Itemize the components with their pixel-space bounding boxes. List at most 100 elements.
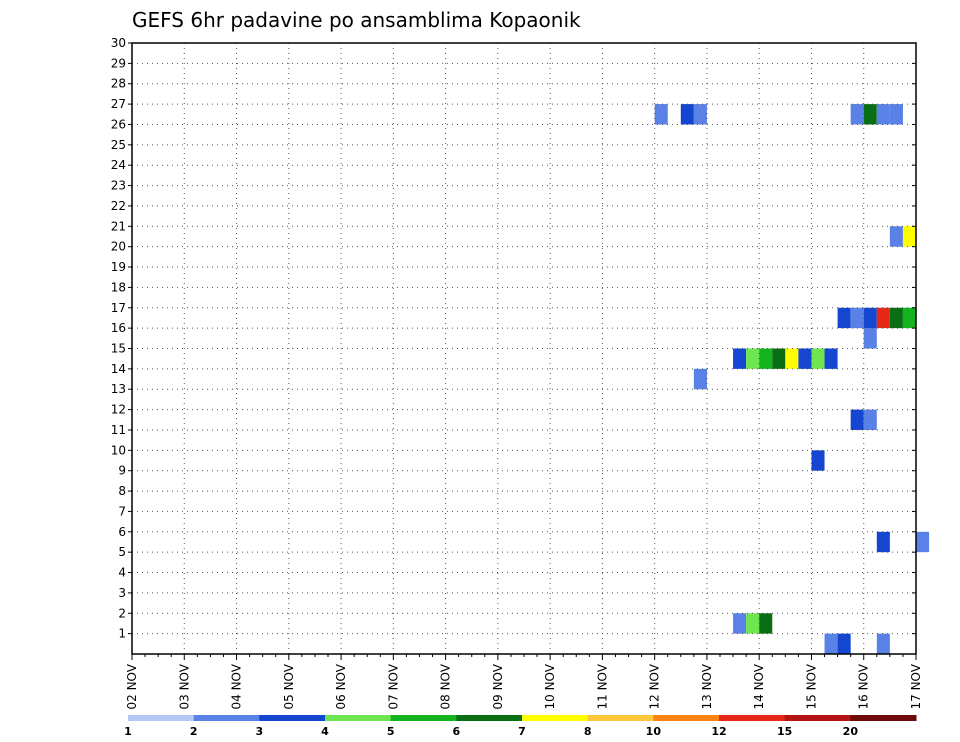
- y-tick-label: 30: [111, 36, 126, 50]
- y-tick-label: 24: [111, 158, 126, 172]
- x-axis: 02 NOV 03 NOV 04 NOV 05 NOV 06 NOV 07 NOV 08 N…: [125, 654, 923, 710]
- y-tick-label: 21: [111, 219, 126, 233]
- y-tick-label: 25: [111, 138, 126, 152]
- x-tick-label: 06 NOV: [334, 663, 348, 709]
- colorbar-label: 10: [646, 725, 662, 738]
- precip-cell: [902, 307, 916, 329]
- colorbar-label: 6: [453, 725, 461, 738]
- x-tick-label: 02 NOV: [125, 663, 139, 709]
- y-tick-label: 29: [111, 56, 126, 70]
- precip-cell: [680, 104, 694, 125]
- y-tick-label: 8: [118, 484, 126, 498]
- colorbar-label: 20: [843, 725, 859, 738]
- precip-cell: [733, 613, 747, 634]
- precip-cell: [876, 633, 890, 654]
- y-axis: 1234567891011121314151617181920212223242…: [111, 36, 916, 641]
- y-tick-label: 13: [111, 382, 126, 396]
- y-tick-label: 23: [111, 179, 126, 193]
- precip-cell: [811, 450, 825, 471]
- precip-cell: [772, 348, 786, 369]
- y-tick-label: 5: [118, 545, 126, 559]
- x-tick-label: 13 NOV: [700, 663, 714, 709]
- y-tick-label: 4: [118, 566, 126, 580]
- y-tick-label: 17: [111, 301, 126, 315]
- y-tick-label: 19: [111, 260, 126, 274]
- colorbar-label: 5: [387, 725, 395, 738]
- precip-cell: [654, 104, 668, 125]
- precip-cell: [876, 531, 890, 553]
- precip-cell: [693, 368, 707, 390]
- colorbar-swatch: [522, 715, 589, 721]
- precip-cell: [837, 307, 851, 329]
- precip-cell: [733, 348, 747, 369]
- chart-title: GEFS 6hr padavine po ansamblima Kopaonik: [132, 8, 581, 32]
- precip-cell: [824, 348, 838, 369]
- precip-cell: [850, 104, 864, 125]
- colorbar-swatch: [587, 715, 654, 721]
- colorbar-label: 12: [711, 725, 726, 738]
- precip-cell: [759, 613, 773, 634]
- colorbar-swatch: [850, 715, 917, 721]
- x-tick-label: 14 NOV: [752, 663, 766, 709]
- y-tick-label: 14: [111, 362, 126, 376]
- x-tick-label: 09 NOV: [491, 663, 505, 709]
- x-tick-label: 03 NOV: [177, 663, 191, 709]
- colorbar-label: 4: [321, 725, 329, 738]
- colorbar-label: 8: [584, 725, 592, 738]
- y-tick-label: 20: [111, 240, 126, 254]
- y-tick-label: 16: [111, 321, 126, 335]
- colorbar-swatch: [193, 715, 260, 721]
- colorbar-label: 1: [124, 725, 132, 738]
- y-tick-label: 9: [118, 464, 126, 478]
- x-tick-label: 15 NOV: [804, 663, 818, 709]
- precip-cell: [876, 307, 890, 329]
- colorbar-swatch: [128, 715, 195, 721]
- colorbar-swatch: [719, 715, 786, 721]
- x-tick-label: 05 NOV: [282, 663, 296, 709]
- precip-cell: [837, 633, 851, 654]
- x-tick-label: 16 NOV: [857, 663, 871, 709]
- x-tick-label: 07 NOV: [386, 663, 400, 709]
- x-tick-label: 12 NOV: [648, 663, 662, 709]
- colorbar-label: 3: [256, 725, 264, 738]
- y-tick-label: 3: [118, 586, 126, 600]
- colorbar-swatch: [325, 715, 392, 721]
- precip-cell: [811, 348, 825, 369]
- precip-cell: [863, 104, 877, 125]
- y-tick-label: 2: [118, 606, 126, 620]
- precip-cell: [850, 307, 864, 329]
- x-tick-label: 17 NOV: [909, 663, 923, 709]
- colorbar-label: 15: [777, 725, 792, 738]
- precip-cell: [693, 104, 707, 125]
- precip-cell: [785, 348, 799, 369]
- colorbar-swatch: [390, 715, 457, 721]
- precip-cell: [889, 307, 903, 329]
- x-tick-label: 04 NOV: [230, 663, 244, 709]
- y-tick-label: 11: [111, 423, 126, 437]
- y-tick-label: 18: [111, 280, 126, 294]
- precip-cell: [863, 409, 877, 430]
- cells-layer: [654, 104, 930, 654]
- colorbar-swatch: [784, 715, 851, 721]
- y-tick-label: 1: [118, 627, 126, 641]
- precip-cell: [746, 348, 760, 369]
- y-tick-label: 10: [111, 443, 126, 457]
- precip-cell: [746, 613, 760, 634]
- precip-cell: [889, 104, 903, 125]
- x-tick-label: 10 NOV: [543, 663, 557, 709]
- y-tick-label: 26: [111, 117, 126, 131]
- y-tick-label: 7: [118, 504, 126, 518]
- precip-cell: [798, 348, 812, 369]
- x-tick-label: 08 NOV: [439, 663, 453, 709]
- y-tick-label: 22: [111, 199, 126, 213]
- colorbar: 1 2 3 4 5 6 7 8 10 12 15 20: [124, 715, 917, 738]
- precip-cell: [889, 226, 903, 247]
- precip-cell: [876, 104, 890, 125]
- colorbar-swatch: [456, 715, 523, 721]
- precip-cell: [863, 307, 877, 329]
- y-tick-label: 27: [111, 97, 126, 111]
- precip-cell: [850, 409, 864, 430]
- colorbar-swatch: [259, 715, 326, 721]
- y-tick-label: 6: [118, 525, 126, 539]
